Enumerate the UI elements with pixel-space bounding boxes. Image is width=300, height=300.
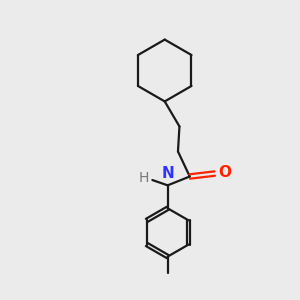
Text: N: N [161, 166, 174, 181]
Text: O: O [219, 165, 232, 180]
Text: H: H [139, 171, 149, 185]
